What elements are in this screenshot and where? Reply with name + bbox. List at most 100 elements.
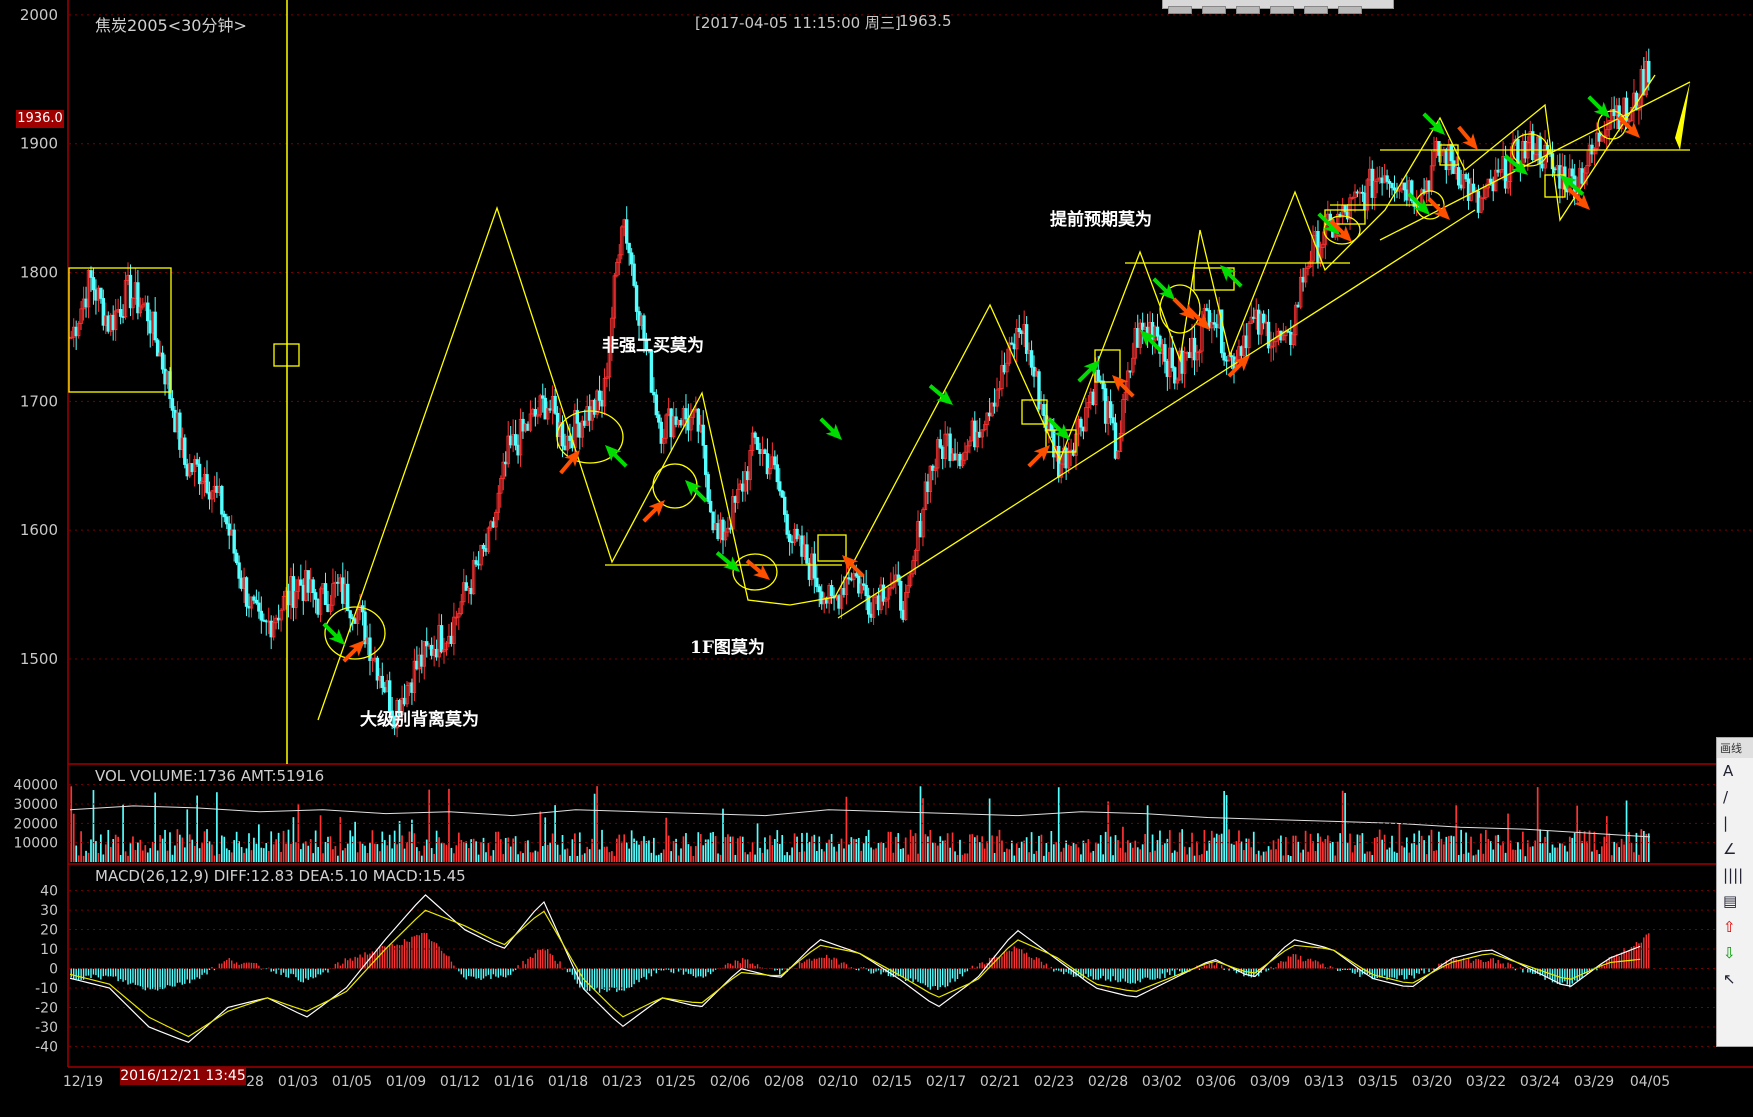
candle-body xyxy=(1570,168,1574,177)
panel-frames xyxy=(67,0,1753,1068)
candle-body xyxy=(783,496,787,515)
toolbar-button[interactable] xyxy=(1236,6,1260,14)
candle-body xyxy=(780,490,784,498)
candle-body xyxy=(232,529,236,554)
candle-body xyxy=(899,580,903,611)
candle-body xyxy=(906,584,910,594)
sell-arrow-icon xyxy=(842,555,865,578)
candle-body xyxy=(1266,321,1271,349)
candle-body xyxy=(560,422,565,447)
macd-tick-label: 30 xyxy=(40,903,58,919)
arrow-shaft xyxy=(642,507,658,523)
box-top-left xyxy=(68,267,172,393)
candle-body xyxy=(1605,129,1609,137)
arrow-shaft xyxy=(1567,187,1583,203)
candle-body xyxy=(227,523,231,536)
down-arrow-tool-icon[interactable]: ⇩ xyxy=(1723,944,1736,962)
candle-body xyxy=(1373,180,1377,198)
candle-body xyxy=(886,588,891,600)
sell-arrow-icon xyxy=(1617,115,1640,138)
candle-body xyxy=(1192,337,1197,361)
macd-tick-label: 20 xyxy=(40,923,58,939)
candle-body xyxy=(1108,401,1113,419)
arrow-head xyxy=(1511,159,1528,175)
toolbar-button[interactable] xyxy=(1338,6,1362,14)
candle-body xyxy=(1489,178,1493,183)
candle-body xyxy=(1195,352,1199,361)
candle-body xyxy=(854,573,858,577)
candle-body xyxy=(787,534,792,543)
price-tick-label: 2000 xyxy=(20,6,58,24)
candle-body xyxy=(76,323,81,337)
candle-body xyxy=(170,398,175,411)
candle-body xyxy=(1170,347,1174,368)
candle-body xyxy=(257,602,261,612)
toolbar-button[interactable] xyxy=(1202,6,1226,14)
text-tool-icon[interactable]: A xyxy=(1723,762,1734,780)
candle-body xyxy=(501,461,505,479)
drawing-tools-panel[interactable]: 画线 A / | ∠ |||| ▤ ⇧ ⇩ ↖ xyxy=(1716,737,1753,1047)
volume-ma-line xyxy=(69,805,1651,838)
toolbar-button[interactable] xyxy=(1304,6,1328,14)
vertical-line-tool-icon[interactable]: | xyxy=(1723,814,1729,832)
arrow-head xyxy=(1573,193,1590,210)
arrow-head xyxy=(723,556,740,572)
candle-body xyxy=(632,263,636,286)
arrow-shaft xyxy=(1027,452,1043,468)
candle-body xyxy=(595,390,599,415)
candle-body xyxy=(881,584,886,602)
up-arrow-tool-icon[interactable]: ⇧ xyxy=(1723,918,1736,936)
toolbar-button[interactable] xyxy=(1168,6,1192,14)
candle-body xyxy=(1516,139,1520,164)
cycle-lines-tool-icon[interactable]: |||| xyxy=(1723,866,1744,884)
toolbar-button[interactable] xyxy=(1270,6,1294,14)
candle-body xyxy=(89,270,93,278)
buy-arrow-icon xyxy=(715,551,740,572)
candle-body xyxy=(252,596,256,601)
candle-body xyxy=(1533,154,1537,160)
line-tool-icon[interactable]: / xyxy=(1723,788,1729,806)
buy-arrow-icon xyxy=(605,445,628,468)
angle-tool-icon[interactable]: ∠ xyxy=(1723,840,1737,858)
candle-body xyxy=(311,579,315,593)
volume-bars[interactable] xyxy=(69,786,1651,862)
candle-body xyxy=(1116,451,1120,459)
candle-body xyxy=(805,544,809,564)
arrow-head xyxy=(564,450,580,467)
arrow-head xyxy=(648,500,665,517)
candle-body xyxy=(1607,120,1611,130)
candle-body xyxy=(1629,107,1634,122)
candle-body xyxy=(153,311,157,341)
candle-body xyxy=(131,298,135,309)
candle-body xyxy=(1311,235,1315,262)
pointer-tool-icon[interactable]: ↖ xyxy=(1723,970,1736,988)
candle-body xyxy=(499,478,503,494)
candle-body xyxy=(439,625,444,653)
sell-arrow-icon xyxy=(342,640,365,663)
candle-body xyxy=(704,444,708,475)
candle-body xyxy=(183,437,187,465)
candlesticks[interactable] xyxy=(69,48,1651,738)
candle-body xyxy=(968,440,972,447)
candle-body xyxy=(990,402,994,417)
candle-body xyxy=(118,309,123,317)
arrow-shaft xyxy=(715,551,733,566)
price-tick-label: 1600 xyxy=(20,521,58,539)
buy-arrow-icon xyxy=(1152,277,1175,300)
candle-body xyxy=(1592,148,1597,155)
x-axis-label: 03/24 xyxy=(1520,1074,1560,1090)
candle-body xyxy=(1175,379,1179,384)
candle-body xyxy=(1471,183,1476,193)
top-toolbar[interactable] xyxy=(1162,0,1394,14)
candle-body xyxy=(775,464,779,483)
symbol-title: 焦炭2005<30分钟> xyxy=(95,16,247,35)
candle-body xyxy=(496,492,501,513)
candle-body xyxy=(1010,342,1014,345)
candle-body xyxy=(363,611,367,645)
annotation-second-buy: 非强二买莫为 xyxy=(602,336,704,356)
candle-body xyxy=(1343,204,1347,213)
note-tool-icon[interactable]: ▤ xyxy=(1723,892,1738,910)
buy-arrow-icon xyxy=(1077,360,1100,383)
macd-histogram[interactable] xyxy=(70,932,1650,993)
